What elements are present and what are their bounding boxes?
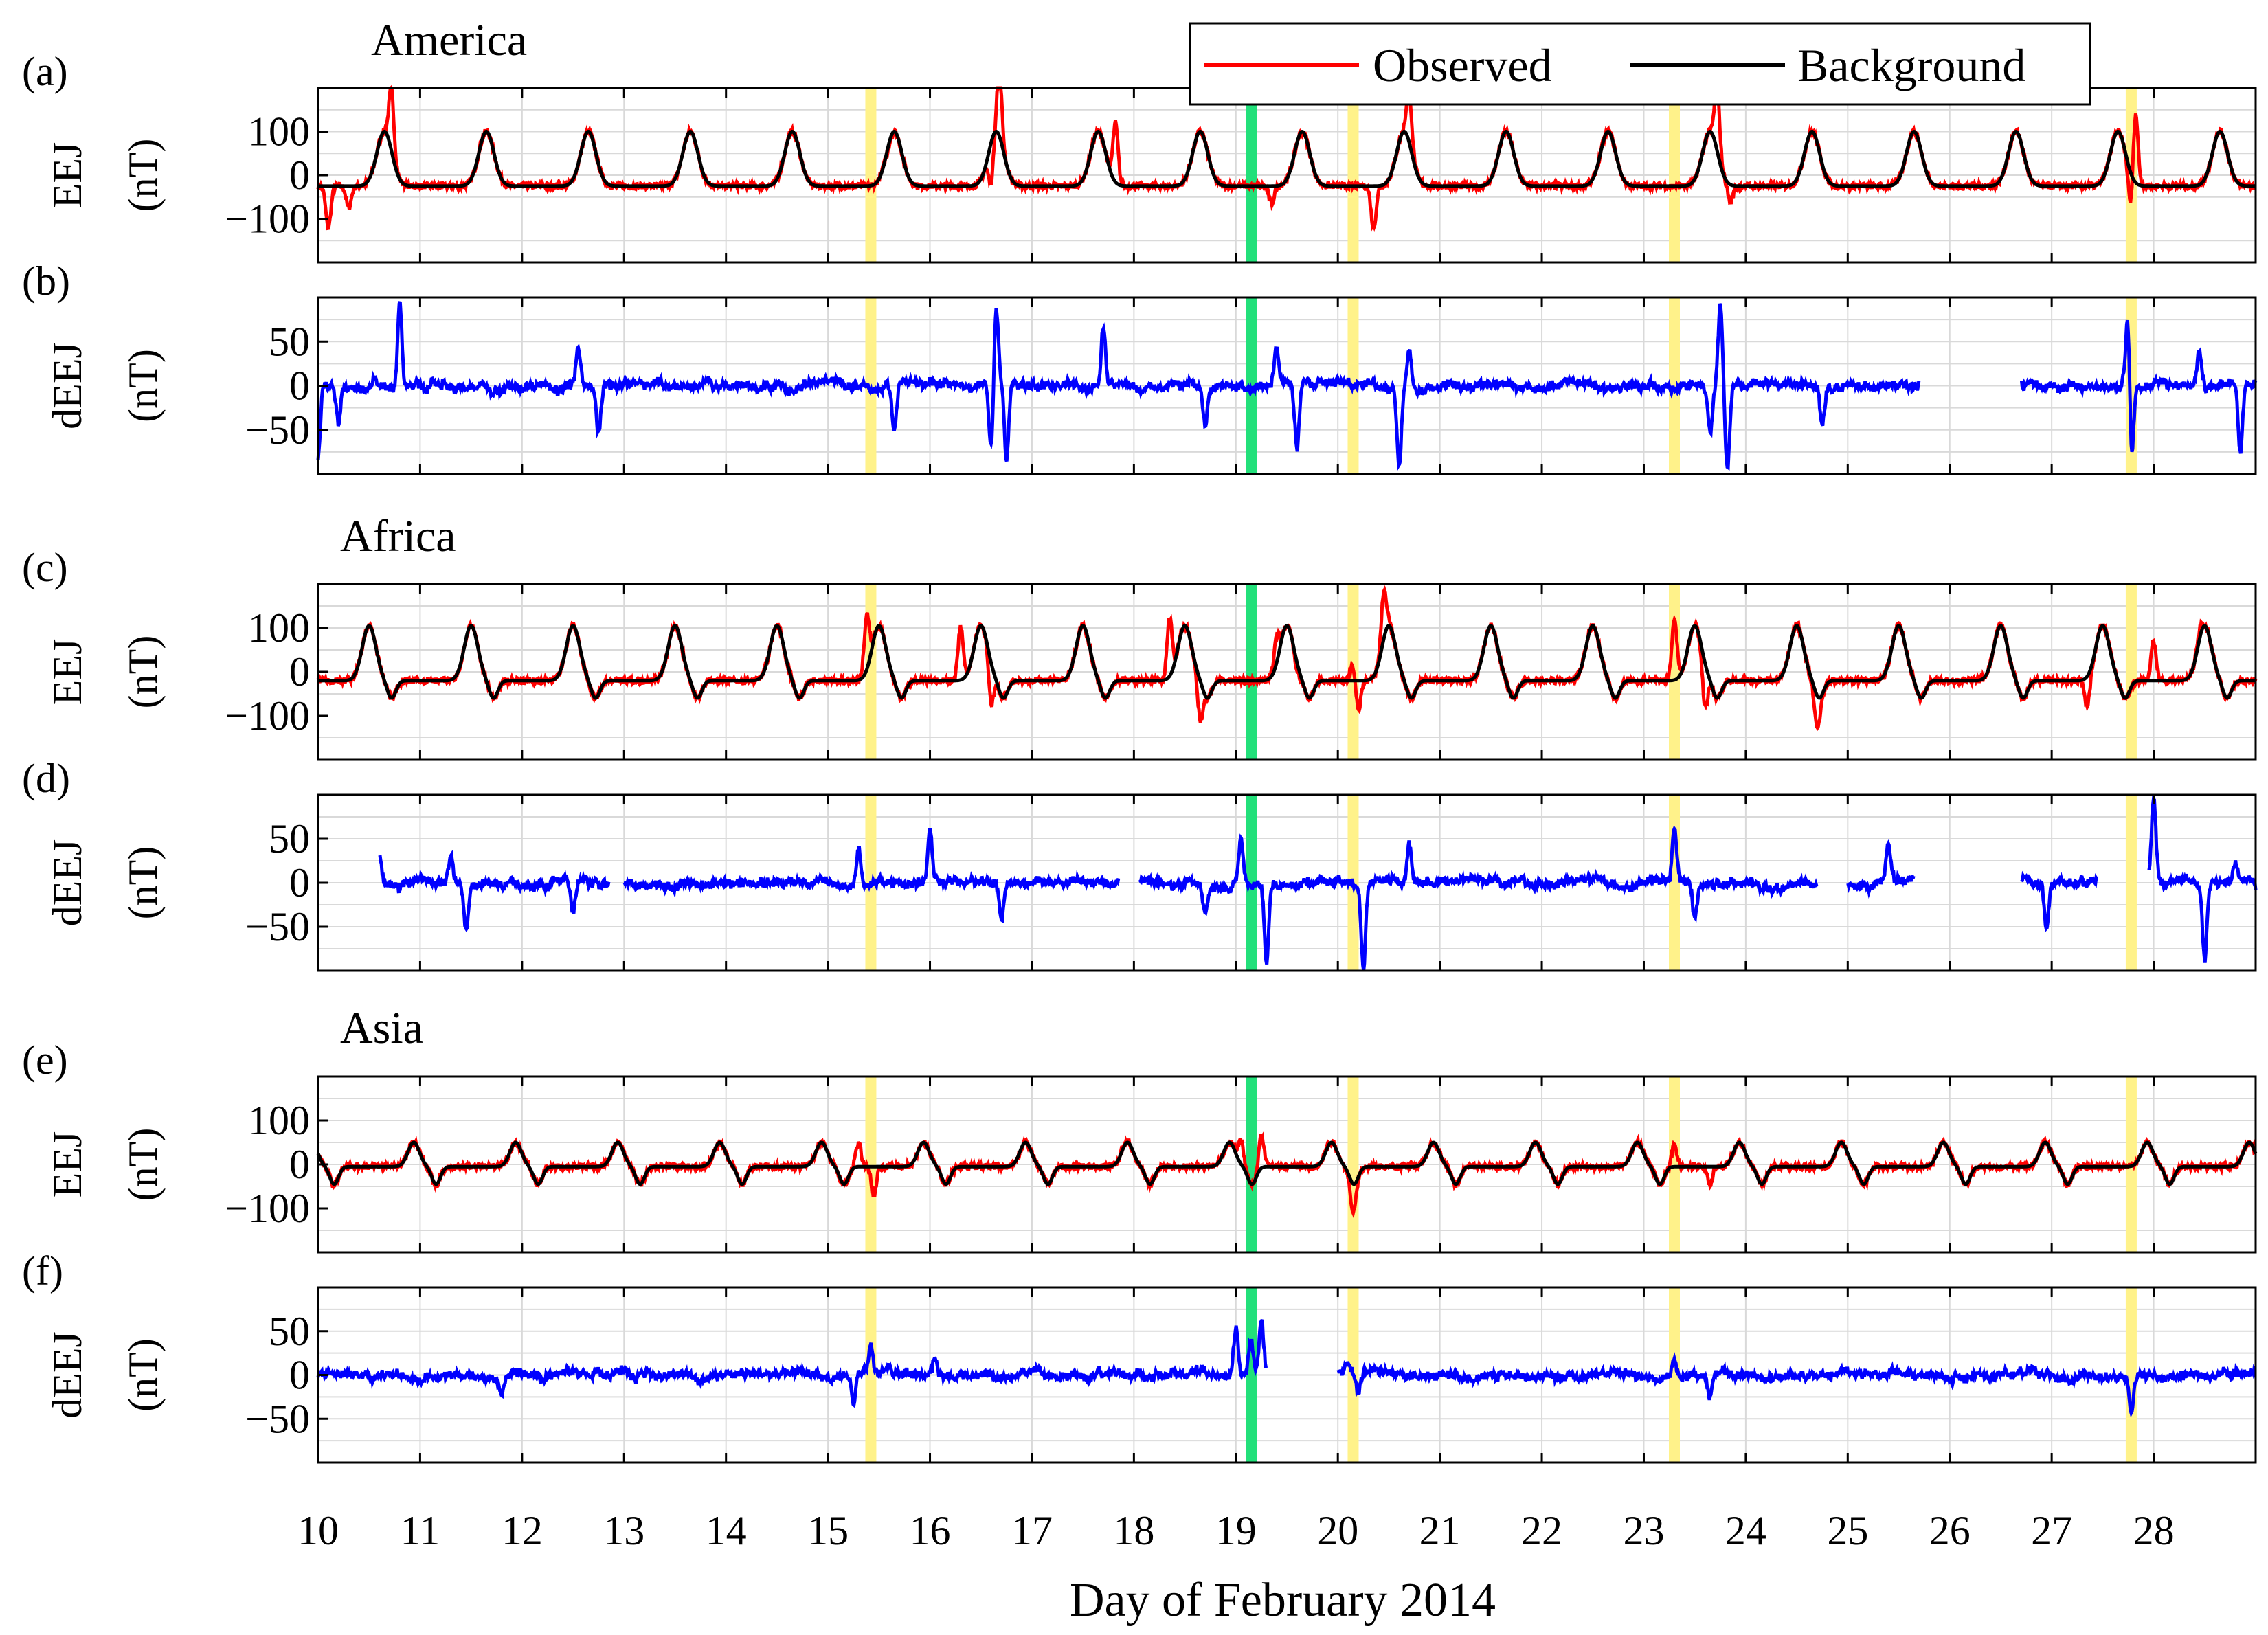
event-marker-a-1 <box>1246 88 1257 262</box>
panel-f-asia-deej: 500−50 dEEJ (nT) (f) <box>22 1248 2257 1464</box>
legend: Observed Background <box>1189 22 2091 106</box>
y-tick-label-f-50: 50 <box>269 1309 310 1354</box>
x-tick-label-26: 26 <box>1929 1508 1971 1553</box>
event-marker-d-4 <box>2125 795 2137 971</box>
y-tick-label-f-0: 0 <box>289 1353 310 1398</box>
event-marker-a-0 <box>865 88 877 262</box>
series-background-a <box>318 129 2256 188</box>
y-tick-label-a-0: 0 <box>289 153 310 198</box>
event-marker-e-3 <box>1669 1076 1680 1252</box>
x-tick-label-25: 25 <box>1827 1508 1868 1553</box>
event-marker-c-4 <box>2125 584 2137 760</box>
legend-observed-label: Observed <box>1373 39 1552 91</box>
y-label-c-line1: EEJ <box>45 639 90 706</box>
x-tick-label-11: 11 <box>401 1508 440 1553</box>
x-tick-label-12: 12 <box>502 1508 543 1553</box>
panel-letter-d: (d) <box>22 756 70 801</box>
y-label-b-line1: dEEJ <box>45 342 90 429</box>
x-tick-label-15: 15 <box>807 1508 849 1553</box>
x-tick-label-21: 21 <box>1419 1508 1461 1553</box>
series-deej-b <box>316 301 2258 471</box>
x-tick-label-23: 23 <box>1623 1508 1664 1553</box>
y-label-d-line2: (nT) <box>120 846 166 920</box>
region-title-africa: Africa <box>340 511 456 561</box>
x-tick-label-19: 19 <box>1215 1508 1257 1553</box>
y-tick-label-b--50: −50 <box>245 407 310 453</box>
panel-letter-a: (a) <box>22 49 68 94</box>
region-title-asia: Asia <box>340 1003 423 1053</box>
event-marker-f-1 <box>1246 1287 1257 1463</box>
x-tick-label-20: 20 <box>1317 1508 1358 1553</box>
y-tick-label-c-100: 100 <box>248 605 310 651</box>
x-tick-label-22: 22 <box>1521 1508 1562 1553</box>
x-tick-label-18: 18 <box>1113 1508 1154 1553</box>
x-tick-label-17: 17 <box>1011 1508 1053 1553</box>
y-label-a-line1: EEJ <box>45 142 90 209</box>
y-tick-label-a--100: −100 <box>225 196 310 242</box>
x-axis-tick-labels: 10 11 12 13 14 15 16 17 18 19 20 21 22 23 24 25 26 27 28 <box>297 1508 2175 1553</box>
event-marker-f-4 <box>2125 1287 2137 1463</box>
event-marker-c-1 <box>1246 584 1257 760</box>
series-deej-f <box>316 1318 2257 1418</box>
x-tick-label-24: 24 <box>1725 1508 1766 1553</box>
x-tick-label-16: 16 <box>910 1508 951 1553</box>
event-marker-f-0 <box>865 1287 877 1463</box>
y-label-a-line2: (nT) <box>120 139 166 212</box>
y-label-e-line2: (nT) <box>120 1128 166 1202</box>
y-tick-label-d-50: 50 <box>269 816 310 861</box>
y-tick-label-a-100: 100 <box>248 109 310 155</box>
x-tick-label-28: 28 <box>2133 1508 2175 1553</box>
panel-d-africa-deej: 500−50 dEEJ (nT) (d) <box>22 756 2258 972</box>
event-marker-a-2 <box>1347 88 1359 262</box>
y-tick-label-b-50: 50 <box>269 319 310 364</box>
series-deej-d <box>378 796 2258 971</box>
legend-background-label: Background <box>1797 39 2025 91</box>
event-marker-e-1 <box>1246 1076 1257 1252</box>
y-label-f-line1: dEEJ <box>45 1331 90 1419</box>
series-background-e <box>316 1140 2258 1186</box>
event-marker-f-3 <box>1669 1287 1680 1463</box>
y-tick-label-e-100: 100 <box>248 1098 310 1143</box>
y-label-e-line1: EEJ <box>45 1131 90 1198</box>
event-marker-e-2 <box>1347 1076 1359 1252</box>
event-marker-d-1 <box>1246 795 1257 971</box>
y-tick-label-d-0: 0 <box>289 860 310 905</box>
y-tick-label-e--100: −100 <box>225 1186 310 1231</box>
y-tick-label-f--50: −50 <box>245 1396 310 1441</box>
y-label-f-line2: (nT) <box>120 1338 166 1412</box>
y-tick-label-c-0: 0 <box>289 649 310 695</box>
x-tick-label-10: 10 <box>297 1508 339 1553</box>
panel-b-america-deej: 500−50 dEEJ (nT) (b) <box>22 258 2258 475</box>
y-label-c-line2: (nT) <box>120 635 166 709</box>
x-tick-label-27: 27 <box>2031 1508 2072 1553</box>
event-marker-e-0 <box>865 1076 877 1252</box>
panel-letter-c: (c) <box>22 545 68 590</box>
y-tick-label-b-0: 0 <box>289 363 310 409</box>
y-tick-label-d--50: −50 <box>245 904 310 949</box>
panel-letter-f: (f) <box>22 1248 63 1294</box>
series-background-c <box>318 624 2256 700</box>
panel-letter-e: (e) <box>22 1037 68 1083</box>
y-tick-label-c--100: −100 <box>225 693 310 738</box>
x-tick-label-13: 13 <box>603 1508 644 1553</box>
y-label-d-line1: dEEJ <box>45 839 90 927</box>
x-tick-label-14: 14 <box>706 1508 747 1553</box>
y-label-b-line2: (nT) <box>120 349 166 422</box>
y-tick-label-e-0: 0 <box>289 1142 310 1187</box>
x-axis-label: Day of February 2014 <box>1070 1574 1496 1627</box>
panel-letter-b: (b) <box>22 258 70 304</box>
event-marker-d-3 <box>1669 795 1680 971</box>
event-marker-a-3 <box>1669 88 1680 262</box>
region-title-america: America <box>371 15 527 65</box>
